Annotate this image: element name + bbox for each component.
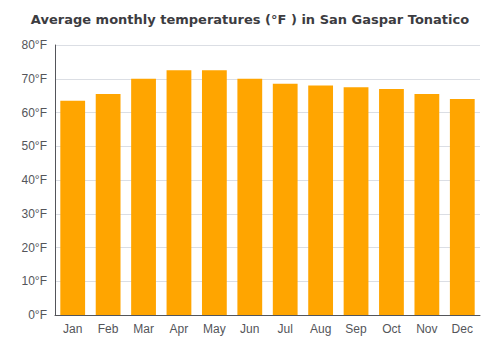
svg-text:10°F: 10°F [22,274,47,288]
svg-text:Jan: Jan [63,322,82,336]
svg-text:70°F: 70°F [22,72,47,86]
svg-text:80°F: 80°F [22,38,47,52]
svg-text:Dec: Dec [452,322,473,336]
svg-text:Nov: Nov [416,322,437,336]
svg-text:50°F: 50°F [22,139,47,153]
svg-text:Apr: Apr [170,322,189,336]
svg-text:40°F: 40°F [22,173,47,187]
svg-text:60°F: 60°F [22,106,47,120]
svg-text:Oct: Oct [382,322,401,336]
svg-text:Jun: Jun [240,322,259,336]
svg-text:Mar: Mar [133,322,154,336]
svg-text:Aug: Aug [310,322,331,336]
svg-text:20°F: 20°F [22,241,47,255]
svg-text:Average monthly temperatures (: Average monthly temperatures (°F ) in Sa… [31,12,469,27]
svg-text:Feb: Feb [98,322,119,336]
svg-text:0°F: 0°F [28,308,47,322]
svg-text:May: May [203,322,226,336]
svg-text:Jul: Jul [278,322,293,336]
svg-text:30°F: 30°F [22,207,47,221]
svg-text:Sep: Sep [345,322,367,336]
